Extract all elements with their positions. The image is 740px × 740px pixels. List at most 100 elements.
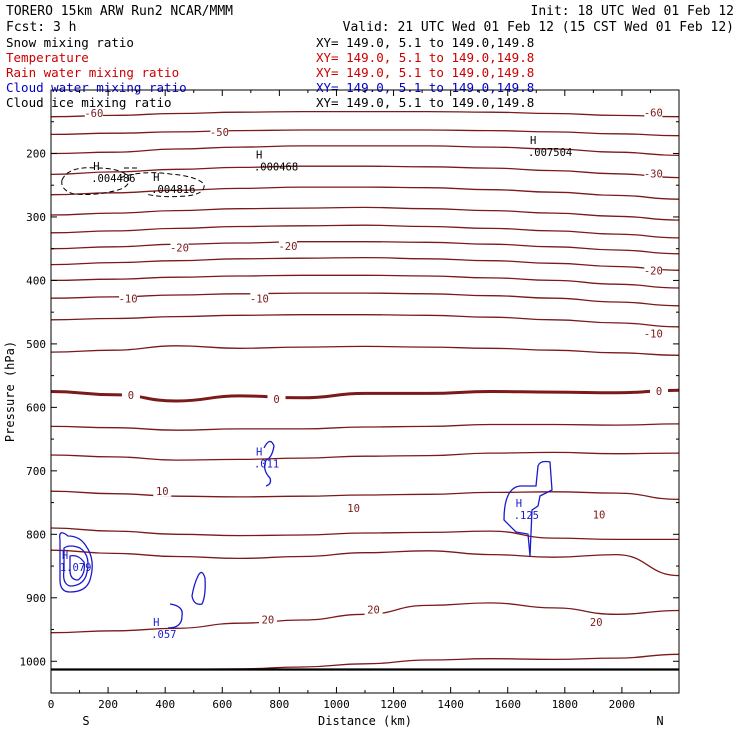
snow-max-h: H xyxy=(153,172,159,184)
isotherm--35 xyxy=(50,165,680,179)
isotherm--50 xyxy=(50,129,680,137)
isotherm-label-bg xyxy=(121,388,140,401)
isotherm-22 xyxy=(50,653,680,671)
isotherm-label: 0 xyxy=(128,390,134,402)
y-axis-title: Pressure (hPa) xyxy=(3,341,17,442)
isotherm-label-bg xyxy=(170,241,189,254)
isotherm-label-bg xyxy=(84,107,103,120)
cloud-water-max-h: H xyxy=(153,617,159,629)
isotherm-label: 10 xyxy=(347,503,360,515)
isotherm-label: 10 xyxy=(593,509,606,521)
isotherm-label: -10 xyxy=(644,328,663,340)
isotherm-10 xyxy=(50,490,680,501)
x-tick-label: 1600 xyxy=(494,698,521,711)
legend-xy: XY= 149.0, 5.1 to 149.0,149.8 xyxy=(316,80,534,95)
x-tick-label: 1200 xyxy=(380,698,407,711)
isotherm--13 xyxy=(50,274,680,289)
isotherm-label-bg xyxy=(590,508,609,521)
y-tick-label: 200 xyxy=(26,147,46,160)
temperature-isotherms xyxy=(50,110,680,671)
isotherm-5 xyxy=(50,451,680,461)
x-tick-label: 1000 xyxy=(323,698,350,711)
isotherm-label-bg xyxy=(644,106,663,119)
legend-xy: XY= 149.0, 5.1 to 149.0,149.8 xyxy=(316,35,534,50)
legend-name: Cloud ice mixing ratio xyxy=(6,95,172,110)
isotherm--40 xyxy=(50,145,680,157)
isotherm-label: 10 xyxy=(156,486,169,498)
cloud-water-contour xyxy=(191,571,206,605)
isotherm-label-bg xyxy=(644,167,663,180)
isotherm-3 xyxy=(50,423,680,431)
init-time: Init: 18 UTC Wed 01 Feb 12 xyxy=(531,4,735,19)
isotherm-label: 0 xyxy=(656,386,662,398)
legend-xy: XY= 149.0, 5.1 to 149.0,149.8 xyxy=(316,50,534,65)
x-tick-label: 1800 xyxy=(552,698,579,711)
isotherm--60 xyxy=(50,110,680,118)
isotherm-label-bg xyxy=(344,501,363,514)
y-tick-label: 400 xyxy=(26,274,46,287)
x-axis-title: Distance (km) xyxy=(318,714,412,728)
cloud-water-max-value: 1.079 xyxy=(60,562,92,574)
y-tick-label: 1000 xyxy=(20,655,47,668)
isotherm-label-bg xyxy=(267,392,286,405)
legend-xy: XY= 149.0, 5.1 to 149.0,149.8 xyxy=(316,65,534,80)
snow-max-h: H xyxy=(93,161,99,173)
cloud-water-max-value: .011 xyxy=(254,459,279,471)
isotherm--8 xyxy=(50,314,680,328)
snow-contour xyxy=(61,167,130,195)
snow-max-h: H xyxy=(530,135,536,147)
cloud-water-max-value: .125 xyxy=(514,510,539,522)
snow-max-value: .004816 xyxy=(151,184,195,196)
legend: Snow mixing ratio XY= 149.0, 5.1 to 149.0… xyxy=(6,35,534,110)
isotherm--30 xyxy=(50,186,680,200)
snow-max-h: H xyxy=(256,150,262,162)
isotherm--25 xyxy=(50,224,680,239)
cloud-water-max-h: H xyxy=(256,447,262,459)
isotherm--20 xyxy=(50,241,680,255)
y-tick-label: 700 xyxy=(26,465,46,478)
isotherm-label-bg xyxy=(153,484,172,497)
cloud-water-contour xyxy=(69,554,86,581)
isotherm-label: 20 xyxy=(590,617,603,629)
y-tick-label: 600 xyxy=(26,401,46,414)
south-label: S xyxy=(82,714,89,728)
isotherm-label-bg xyxy=(644,327,663,340)
cloud-water-contours xyxy=(59,440,553,629)
isotherm-label: 20 xyxy=(367,604,380,616)
cloud-water-max-h: H xyxy=(62,550,68,562)
isotherm--10 xyxy=(50,292,680,307)
model-title: TORERO 15km ARW Run2 NCAR/MMM xyxy=(6,4,233,19)
x-tick-label: 1400 xyxy=(437,698,464,711)
isotherm-label-bg xyxy=(650,385,669,398)
cloud-water-max-value: .057 xyxy=(151,629,176,641)
isotherm-label-bg xyxy=(258,613,277,626)
snow-contour xyxy=(119,172,205,198)
snow-max-value: .000468 xyxy=(254,162,298,174)
cloud-water-contour xyxy=(263,440,275,487)
isotherm-label-bg xyxy=(210,126,229,139)
x-tick-label: 800 xyxy=(269,698,289,711)
isotherm-label: -60 xyxy=(84,108,103,120)
isotherm-label: -10 xyxy=(250,293,269,305)
cloud-water-contour xyxy=(167,603,183,629)
legend-name: Snow mixing ratio xyxy=(6,35,134,50)
cloud-water-contour xyxy=(503,460,553,557)
y-tick-label: 500 xyxy=(26,338,46,351)
isotherm-label: -30 xyxy=(644,168,663,180)
x-tick-label: 0 xyxy=(48,698,55,711)
isotherm--15 xyxy=(50,256,680,271)
y-tick-label: 800 xyxy=(26,528,46,541)
x-tick-label: 600 xyxy=(212,698,232,711)
legend-name: Cloud water mixing ratio xyxy=(6,80,187,95)
isotherm-label-bg xyxy=(364,603,383,616)
isotherm--5 xyxy=(50,345,680,356)
legend-name: Temperature xyxy=(6,50,89,65)
snow-max-value: .004486 xyxy=(91,173,135,185)
snow-contours xyxy=(61,167,205,198)
isotherm-label-bg xyxy=(278,239,297,252)
isotherm-15 xyxy=(50,549,680,577)
forecast-hour: Fcst: 3 h xyxy=(6,20,76,35)
cloud-water-contour xyxy=(59,532,93,593)
